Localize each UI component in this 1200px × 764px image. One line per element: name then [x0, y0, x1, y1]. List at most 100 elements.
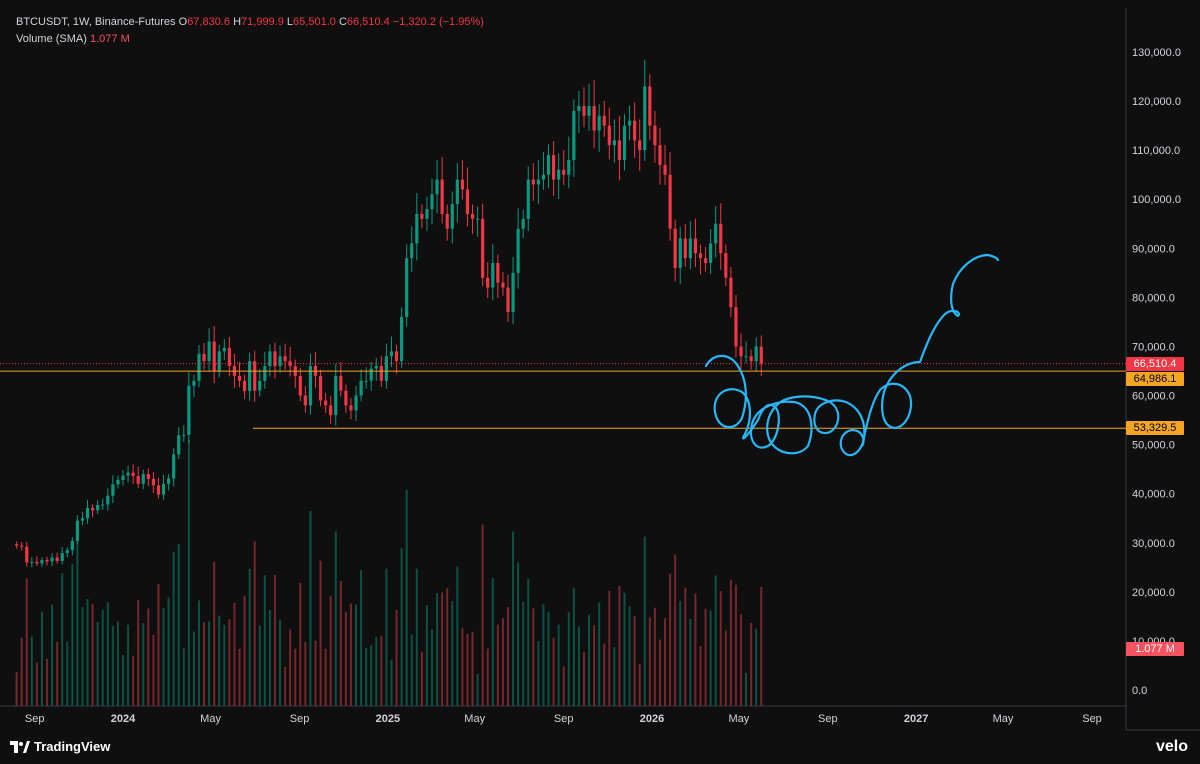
volume-bar [299, 582, 302, 706]
candle-body [374, 366, 378, 369]
candle-body [30, 561, 34, 563]
freehand-drawing[interactable] [704, 253, 1000, 457]
volume-bar [643, 536, 646, 706]
volume-bar [71, 564, 74, 706]
candle-body [455, 179, 459, 205]
time-tick-label: 2026 [640, 713, 664, 725]
volume-bar [365, 648, 368, 706]
volume-bar [30, 636, 33, 706]
candle-body [354, 395, 358, 411]
volume-bar [501, 618, 504, 706]
candle-body [35, 561, 39, 564]
volume-bar [557, 624, 560, 706]
volume-bar [253, 541, 256, 706]
candle-body [749, 356, 753, 362]
candle-body [425, 209, 429, 219]
volume-bar [385, 568, 388, 706]
volume-bar [35, 662, 38, 706]
candles[interactable] [15, 59, 763, 568]
volume-bar [81, 606, 84, 706]
candle-body [693, 238, 698, 254]
volume-bar [461, 627, 464, 706]
candle-body [734, 307, 738, 347]
price-tick-label: 60,000.0 [1132, 391, 1175, 403]
brand-text: TradingView [34, 739, 111, 754]
volume-bar [714, 575, 717, 706]
candle-body [572, 110, 576, 160]
volume-bar [542, 604, 545, 706]
candle-body [481, 218, 485, 278]
volume-bar [724, 630, 727, 706]
candle-body [526, 179, 530, 219]
volume-bar [355, 604, 358, 706]
candle-body [521, 218, 525, 229]
volume-bar [745, 673, 748, 706]
volume-bar [613, 646, 616, 706]
volume-bar [344, 611, 347, 706]
volume-bar [46, 658, 49, 706]
low-label: L [286, 16, 294, 28]
volume-bar [567, 612, 570, 706]
volume-bar [390, 659, 393, 706]
candle-body [622, 125, 627, 160]
volume-bar [284, 666, 287, 706]
volume-bar [694, 593, 697, 706]
price-axis[interactable]: 0.010,000.020,000.030,000.040,000.050,00… [1132, 47, 1181, 697]
change-value: −1,320.2 (−1.95%) [392, 16, 484, 28]
volume-bar [496, 624, 499, 706]
close-value: 66,510.4 [346, 16, 390, 28]
candle-body [20, 545, 24, 547]
volume-bar [658, 639, 661, 706]
candle-body [673, 228, 677, 268]
horizontal-levels[interactable] [0, 363, 1126, 429]
candle-body [91, 507, 95, 511]
tradingview-brand[interactable]: TradingView [10, 739, 110, 754]
candle-body [96, 504, 100, 511]
candle-body [744, 356, 748, 358]
time-tick-label: May [464, 713, 485, 725]
candle-body [141, 474, 145, 484]
drawing-stroke[interactable] [704, 253, 1000, 457]
candle-body [420, 213, 424, 219]
candle-body [126, 472, 130, 476]
symbol-header[interactable]: BTCUSDT, 1W, Binance-Futures O67,830.6 H… [16, 16, 484, 28]
candle-body [658, 145, 662, 165]
candle-body [536, 179, 540, 185]
candle-body [475, 218, 480, 220]
volume-bar [537, 641, 540, 706]
volume-bar [289, 629, 292, 706]
price-tick-label: 80,000.0 [1132, 292, 1175, 304]
symbol-line[interactable]: BTCUSDT, 1W, Binance-Futures [16, 16, 176, 28]
price-tick-label: 50,000.0 [1132, 440, 1175, 452]
volume-header[interactable]: Volume (SMA) 1.077 M [16, 33, 130, 45]
volume-bar [425, 605, 428, 706]
volume-bar [101, 609, 104, 706]
candle-body [121, 475, 125, 480]
volume-bar [208, 621, 211, 706]
candle-body [698, 253, 703, 259]
time-axis[interactable]: Sep 2024 May Sep 2025 May Sep 2026 May Sep 2027 May… [25, 713, 1102, 725]
volume-bar [593, 625, 596, 706]
candle-body [344, 390, 348, 406]
volume-bar [618, 585, 621, 706]
candle-body [253, 361, 257, 391]
volume-bar [116, 621, 119, 706]
time-tick-label: Sep [290, 713, 310, 725]
candle-body [288, 361, 292, 367]
time-tick-label: 2025 [376, 713, 400, 725]
open-value: 67,830.6 [187, 16, 231, 28]
candle-body [263, 366, 267, 381]
price-tick-label: 120,000.0 [1132, 96, 1181, 108]
candle-body [668, 174, 672, 229]
candle-body [410, 243, 414, 259]
volume-bar [669, 573, 672, 706]
candle-body [248, 361, 252, 392]
candle-body [389, 351, 394, 357]
volume-bar [512, 531, 515, 706]
volume-bar [410, 634, 413, 706]
volume-label[interactable]: Volume (SMA) [16, 33, 87, 45]
candle-body [85, 507, 90, 519]
volume-bar [405, 489, 408, 706]
candle-body [222, 347, 226, 352]
